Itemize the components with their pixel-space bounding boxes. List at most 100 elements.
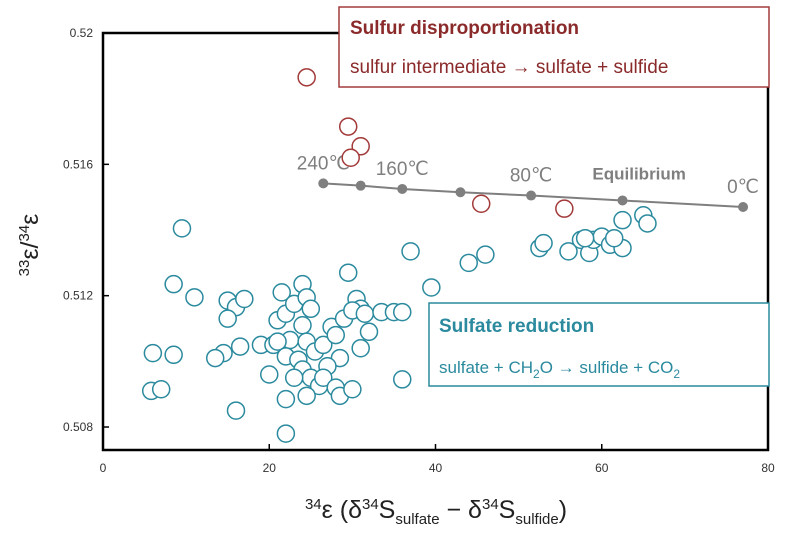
x-label-main: ε	[322, 496, 333, 524]
reduction-point	[351, 338, 370, 358]
reduction-point	[268, 332, 287, 351]
y-label-eps1: ε/	[16, 241, 44, 259]
reduction-point	[143, 343, 163, 363]
reduction-point	[343, 380, 362, 399]
reduction-point	[284, 368, 304, 388]
reduction-point	[272, 283, 291, 302]
reduction-point	[326, 325, 345, 345]
reduction-point	[260, 365, 279, 384]
reduction-point	[613, 210, 632, 230]
reduction-point	[235, 289, 254, 309]
equilibrium-temp-label: 80℃	[510, 166, 552, 187]
reduction-point	[218, 309, 237, 328]
reduction-text-sub2: 2	[673, 367, 680, 381]
equilibrium-point	[617, 195, 628, 206]
reduction-point	[559, 242, 578, 261]
disproportionation-point	[297, 68, 316, 87]
y-tick-label: 0.512	[63, 289, 93, 303]
reduction-point	[172, 219, 192, 238]
x-tick-label: 40	[429, 461, 443, 475]
reduction-point	[604, 228, 624, 248]
reduction-point	[638, 214, 657, 233]
disproportionation-point	[471, 194, 491, 213]
reduction-series	[141, 205, 657, 443]
equilibrium-point	[355, 180, 366, 191]
equilibrium-series: 240℃ 160℃ 80℃ 0℃ Equilibrium	[297, 153, 759, 213]
disproportionation-series	[297, 68, 574, 218]
reduction-point	[276, 389, 296, 409]
y-tick-label: 0.516	[63, 157, 93, 171]
x-label-minus: − δ	[440, 496, 482, 524]
reduction-point	[575, 228, 595, 248]
reduction-point	[401, 242, 420, 261]
reduction-point	[476, 245, 495, 264]
x-label-sup: 34	[305, 496, 322, 513]
y-tick-label: 0.508	[63, 420, 93, 434]
equilibrium-point	[397, 183, 408, 194]
equilibrium-point	[738, 202, 749, 213]
reduction-point	[276, 424, 296, 443]
reduction-point	[301, 299, 321, 319]
y-axis-label: 33ε/34ε	[16, 214, 44, 277]
disproportionation-point	[338, 117, 358, 136]
reduction-point	[164, 345, 183, 365]
equilibrium-point	[455, 187, 466, 198]
reduction-point	[393, 370, 412, 389]
y-label-eps2: ε	[16, 214, 44, 225]
x-label-sub1: sulfate	[395, 511, 439, 528]
x-tick-label: 60	[595, 461, 609, 475]
equilibrium-temp-label: 0℃	[727, 177, 759, 198]
reduction-point	[230, 337, 250, 356]
reduction-point	[314, 335, 333, 355]
reduction-box-frame	[428, 302, 770, 387]
reduction-point	[226, 401, 246, 420]
plot-frame	[101, 31, 770, 452]
reduction-point	[164, 274, 183, 294]
reduction-point	[314, 368, 333, 388]
disproportionation-box: Sulfur disproportionation sulfur interme…	[338, 6, 770, 88]
reduction-box-text: sulfate + CH2O → sulfide + CO2	[439, 358, 680, 381]
x-axis-ticks: 0 20 40 60 80	[100, 444, 775, 475]
y-tick-label: 0.52	[70, 26, 94, 40]
reduction-point	[459, 253, 478, 273]
x-tick-label: 0	[100, 461, 107, 475]
reduction-point	[297, 386, 316, 406]
reduction-point	[151, 380, 171, 399]
equilibrium-point	[526, 190, 537, 201]
reduction-point	[359, 322, 379, 342]
reduction-point	[534, 233, 553, 253]
equilibrium-temp-label: 240℃	[297, 153, 350, 174]
x-label-open: (δ	[333, 496, 362, 524]
reduction-box: Sulfate reduction sulfate + CH2O → sulfi…	[428, 302, 770, 387]
reduction-point	[185, 288, 204, 307]
reduction-point	[422, 278, 441, 297]
x-label-sub2: sulfide	[515, 511, 558, 528]
x-tick-label: 20	[263, 461, 277, 475]
reduction-point	[338, 263, 358, 282]
disproportionation-box-title: Sulfur disproportionation	[350, 18, 579, 39]
reduction-point	[393, 302, 412, 322]
equilibrium-temp-label: 160℃	[376, 159, 429, 180]
x-label-close: )	[559, 496, 567, 524]
y-axis-ticks: 0.508 0.512 0.516 0.52	[63, 26, 109, 434]
y-label-sup1: 33	[16, 260, 33, 277]
reduction-point	[355, 304, 375, 323]
reduction-text-part1: sulfate + CH	[439, 358, 533, 377]
x-label-s2: S	[499, 496, 516, 524]
y-label-sup2: 34	[16, 225, 33, 242]
reduction-text-part2: O → sulfide + CO	[540, 358, 674, 377]
x-axis-label: 34ε (δ34Ssulfate − δ34Ssulfide)	[305, 496, 567, 528]
reduction-text-sub1: 2	[533, 367, 540, 381]
disproportionation-point	[341, 148, 360, 168]
equilibrium-title: Equilibrium	[592, 164, 686, 183]
disproportionation-point	[555, 199, 574, 218]
disproportionation-box-frame	[338, 6, 770, 88]
reduction-point	[293, 315, 312, 335]
reduction-box-title: Sulfate reduction	[439, 316, 594, 337]
x-label-sup2: 34	[482, 496, 499, 513]
x-label-s1: S	[379, 496, 396, 524]
disproportionation-box-text: sulfur intermediate → sulfate + sulfide	[350, 57, 668, 78]
equilibrium-point	[318, 178, 329, 189]
reduction-point	[205, 348, 225, 368]
